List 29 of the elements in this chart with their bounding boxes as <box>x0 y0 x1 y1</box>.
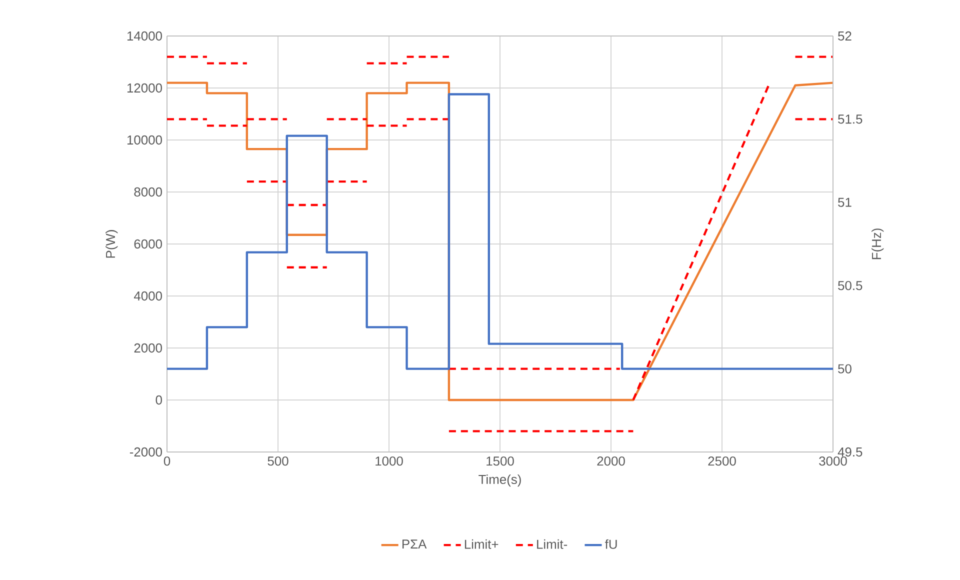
x-tick-label: 3000 <box>819 456 847 466</box>
y2-tick-label: 51 <box>838 198 852 207</box>
x-tick-label: 1000 <box>376 456 403 466</box>
x-axis-title: Time(s) <box>478 474 521 487</box>
y2-tick-label: 50 <box>838 364 852 374</box>
y-tick-label: 4000 <box>134 291 162 301</box>
y-tick-label: 10000 <box>127 135 162 145</box>
y2-tick-label: 51.5 <box>838 114 862 124</box>
y2-tick-label: 50.5 <box>838 280 862 290</box>
y-tick-label: 12000 <box>127 83 162 93</box>
y2-axis-title: F(Hz) <box>872 228 884 260</box>
legend-label: fU <box>605 539 617 549</box>
legend-label: Limit- <box>537 539 568 549</box>
x-tick-label: 1500 <box>486 456 514 466</box>
legend-label: Limit+ <box>464 539 498 549</box>
y-tick-label: 8000 <box>134 187 162 197</box>
y-tick-label: 14000 <box>127 31 162 41</box>
y-tick-label: 2000 <box>134 343 162 353</box>
y-tick-label: -2000 <box>130 447 162 457</box>
y2-tick-label: 52 <box>838 31 852 41</box>
y-axis-title: P(W) <box>106 230 118 258</box>
y-tick-label: 0 <box>156 395 162 405</box>
x-tick-label: 500 <box>268 456 288 466</box>
x-tick-label: 2500 <box>708 456 736 466</box>
x-tick-label: 0 <box>164 456 170 466</box>
y2-tick-label: 49.5 <box>838 447 862 457</box>
legend-label: PΣA <box>402 540 427 549</box>
y-tick-label: 6000 <box>134 239 162 249</box>
x-tick-label: 2000 <box>597 456 625 466</box>
